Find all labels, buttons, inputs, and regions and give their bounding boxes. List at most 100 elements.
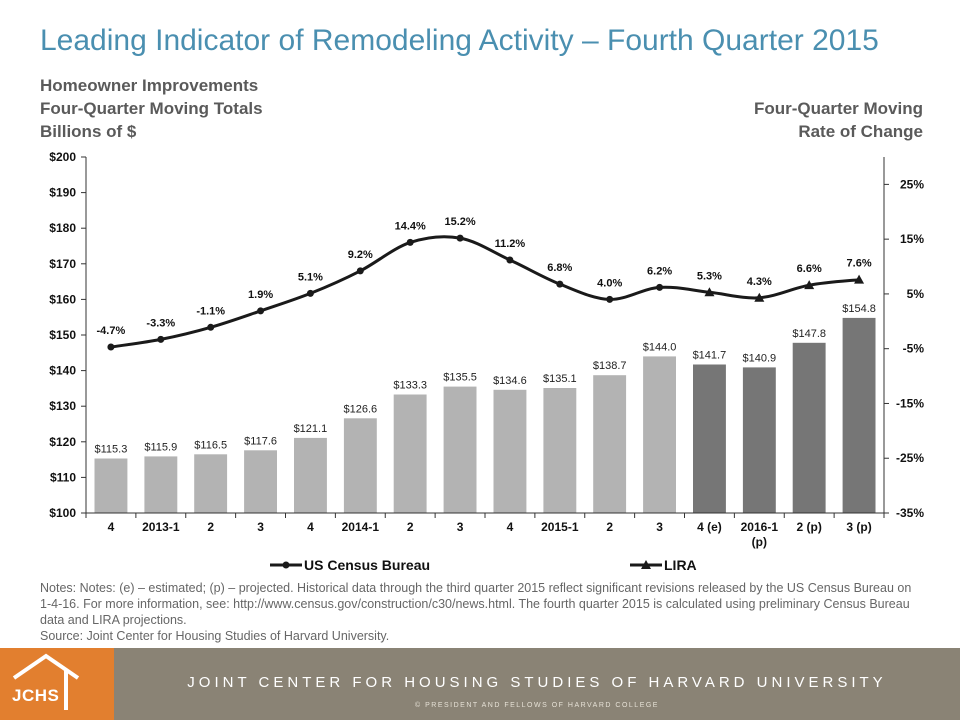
bar	[144, 456, 178, 513]
bar	[643, 356, 676, 513]
census-point	[356, 267, 364, 275]
right-subtitle-line-2: Rate of Change	[798, 122, 923, 141]
left-axis-tick-label: $160	[49, 292, 76, 306]
left-axis-subtitle: Homeowner Improvements Four-Quarter Movi…	[40, 74, 263, 143]
bar-value-label: $135.1	[543, 373, 577, 385]
right-axis-tick-label: -15%	[896, 396, 924, 410]
left-axis-tick-label: $170	[49, 257, 76, 271]
census-point	[157, 335, 165, 343]
bar	[543, 388, 577, 513]
bar	[343, 418, 377, 513]
x-axis-tick-label: 2	[606, 520, 613, 534]
bar-value-label: $134.6	[493, 375, 527, 387]
right-axis-tick-label: -35%	[896, 506, 924, 520]
bar	[493, 389, 527, 513]
left-axis-tick-label: $110	[50, 470, 76, 484]
bar	[693, 364, 726, 513]
combo-chart: $115.3 $115.9 $116.5 $117.6 $121.1 $126.6 $133…	[49, 150, 925, 573]
left-subtitle-line-2: Four-Quarter Moving Totals	[40, 99, 263, 118]
bar-value-label: $115.3	[94, 444, 127, 456]
legend-lira-label: LIRA	[664, 557, 697, 573]
bar-value-label: $126.6	[343, 403, 377, 415]
line-value-label: 6.6%	[797, 263, 822, 275]
bar-value-label: $138.7	[593, 360, 627, 372]
line-value-label: 7.6%	[847, 258, 872, 270]
lira-point	[804, 280, 815, 290]
bar	[294, 437, 327, 513]
right-axis-tick-label: 25%	[900, 177, 924, 191]
x-axis-tick-label: 2	[207, 520, 214, 534]
lira-line	[110, 235, 860, 349]
right-axis-tick-label: -5%	[903, 342, 925, 356]
x-axis-tick-label: 2	[407, 520, 414, 534]
census-point	[107, 343, 115, 351]
line-value-label: 5.3%	[697, 270, 722, 282]
x-axis-tick-label: 2015-1	[541, 520, 579, 534]
bar-value-label: $154.8	[842, 303, 876, 315]
line-value-label: 1.9%	[248, 289, 273, 301]
bar	[742, 367, 776, 513]
bar	[593, 375, 627, 513]
line-value-label: 5.1%	[298, 271, 323, 283]
x-axis-tick-label: 2 (p)	[797, 520, 822, 534]
source-text: Source: Joint Center for Housing Studies…	[40, 629, 390, 643]
bar	[842, 317, 876, 513]
left-axis-tick-label: $180	[49, 221, 76, 235]
right-subtitle-line-1: Four-Quarter Moving	[753, 99, 923, 118]
left-subtitle-line-3: Billions of $	[40, 122, 137, 141]
line-value-label: 6.2%	[647, 265, 672, 277]
jchs-logo[interactable]: JCHS	[0, 648, 114, 720]
x-axis-tick-label: 4	[507, 520, 514, 534]
x-axis-tick-label-line-2: (p)	[752, 535, 767, 549]
x-axis-tick-label: 4	[307, 520, 314, 534]
house-icon	[12, 653, 80, 710]
chart-notes: Notes: Notes: (e) – estimated; (p) – pro…	[40, 580, 920, 644]
line-value-label: 4.0%	[597, 277, 622, 289]
line-value-label: -1.1%	[196, 305, 225, 317]
line-value-label: 14.4%	[395, 220, 426, 232]
chart-title: Leading Indicator of Remodeling Activity…	[40, 24, 879, 57]
legend-census-label: US Census Bureau	[304, 557, 430, 573]
bar-value-label: $115.9	[144, 441, 177, 453]
line-value-label: 4.3%	[747, 276, 772, 288]
right-axis-tick-label: -25%	[896, 451, 924, 465]
bar	[194, 454, 228, 513]
line-value-label: 9.2%	[348, 249, 373, 261]
line-value-label: -3.3%	[146, 317, 175, 329]
left-axis-tick-label: $200	[49, 150, 76, 164]
right-axis-tick-label: 15%	[900, 232, 924, 246]
right-axis-subtitle: Four-Quarter Moving Rate of Change	[754, 97, 923, 143]
census-point	[606, 295, 614, 303]
logo-text: JCHS	[12, 686, 60, 705]
bar-value-label: $135.5	[443, 372, 477, 384]
line-value-label: 15.2%	[444, 216, 475, 228]
lira-point	[754, 292, 765, 302]
x-axis-tick-label: 4 (e)	[697, 520, 722, 534]
x-axis-tick-label: 3	[257, 520, 264, 534]
census-point	[207, 323, 215, 331]
lira-point	[854, 274, 865, 284]
census-point	[456, 234, 464, 242]
bar-value-label: $140.9	[742, 352, 776, 364]
census-point	[556, 280, 564, 288]
legend-census-marker	[282, 561, 290, 569]
census-point	[406, 238, 414, 246]
bar-value-label: $147.8	[792, 328, 826, 340]
bar-value-label: $141.7	[693, 350, 727, 362]
line-value-label: 11.2%	[495, 238, 526, 250]
line-value-label: 6.8%	[547, 262, 572, 274]
lira-point	[704, 287, 715, 297]
bar	[443, 386, 477, 513]
census-point	[506, 256, 514, 264]
left-subtitle-line-1: Homeowner Improvements	[40, 76, 259, 95]
x-axis-tick-label: 3 (p)	[846, 520, 871, 534]
left-axis-tick-label: $100	[49, 506, 76, 520]
x-axis-tick-label: 4	[108, 520, 115, 534]
left-axis-tick-label: $120	[49, 435, 76, 449]
x-axis-tick-label: 2016-1	[741, 520, 779, 534]
organization-name: JOINT CENTER FOR HOUSING STUDIES OF HARV…	[187, 674, 887, 691]
x-axis-tick-label: 2013-1	[142, 520, 180, 534]
line-value-label: -4.7%	[97, 325, 126, 337]
left-axis-tick-label: $150	[49, 328, 76, 342]
notes-text: Notes: Notes: (e) – estimated; (p) – pro…	[40, 581, 912, 627]
